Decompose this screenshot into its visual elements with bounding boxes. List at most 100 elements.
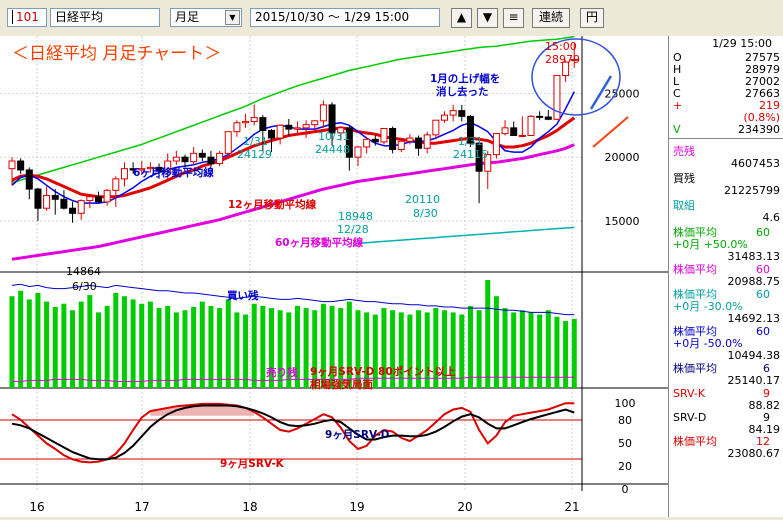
candle-up — [112, 178, 120, 191]
candles — [8, 42, 578, 223]
scroll-down-button[interactable]: ▼ — [477, 8, 498, 28]
stock-name-field[interactable]: 日経平均 — [50, 8, 160, 27]
ohlc-row-label: V — [673, 123, 681, 136]
candle-up — [423, 134, 431, 149]
ma-sub-row: +0月 +50.0% — [673, 238, 780, 251]
volume-bar — [52, 307, 58, 388]
ohlc-row-label: O — [673, 51, 682, 64]
side-time-value: 1/29 15:00 — [712, 37, 772, 50]
volume-bar — [416, 310, 422, 388]
volume-bar — [165, 305, 171, 388]
candle-down — [345, 127, 353, 158]
volume-bar — [173, 312, 179, 388]
volume-bar — [390, 310, 396, 388]
ma60-label: 60ヶ月移動平均線 — [275, 236, 364, 249]
ma-row-label: 株価平均 — [673, 362, 717, 375]
axes: 25000 20000 15000 100 80 50 20 0 16 17 18 19 20 21 — [29, 36, 640, 514]
candle-down — [458, 110, 466, 117]
side-divider — [669, 138, 783, 139]
candle-down — [475, 142, 483, 172]
volume-bar — [372, 314, 378, 388]
candle-down — [544, 116, 552, 120]
volume-bar — [139, 303, 145, 388]
arrow-down-icon: ▼ — [482, 10, 493, 24]
volume-bar — [260, 305, 266, 388]
srv-k-label: 9ヶ月SRV-K — [220, 458, 285, 470]
volume-bar — [225, 299, 231, 388]
buy-remain-line — [11, 283, 575, 316]
menu-button[interactable]: ≡ — [503, 8, 524, 28]
ma-row: 株価平均 60 — [673, 263, 780, 276]
candle-up — [311, 120, 319, 126]
volume-bar — [286, 312, 292, 388]
candle-up — [138, 168, 146, 171]
ohlc-row: +219 — [673, 99, 780, 112]
arrow-up-icon: ▲ — [456, 10, 467, 24]
candle-up — [233, 122, 241, 133]
low1-value: 14864 — [66, 265, 101, 278]
date-range-field[interactable]: 2015/10/30 ～ 1/29 15:00 — [250, 8, 440, 27]
candle-up — [354, 146, 362, 158]
srv-k-value-row: 88.82 — [673, 399, 781, 412]
srv-d-row-value: 9 — [763, 411, 770, 424]
srv-k-row: SRV-K 9 — [673, 387, 780, 400]
indicator-tick-label: 100 — [615, 397, 636, 410]
ma-value-row-value: 20988.75 — [727, 275, 781, 288]
volume-bar — [442, 310, 447, 388]
sell-remain-value-row-value: 4607453 — [731, 157, 780, 170]
volume-bar — [312, 310, 318, 388]
srv-k-row-label: SRV-K — [673, 387, 706, 400]
ma12-row: 株価平均 12 — [673, 435, 780, 448]
time-tick-label: 20 — [457, 500, 472, 514]
volume-bar — [493, 296, 499, 388]
data-panel: 1/29 15:00 O 27575 H 28979 L 27002 C 27663 +219(… — [668, 36, 783, 517]
candle-down — [328, 104, 336, 134]
sell-remain-row-label: 売残 — [673, 145, 695, 158]
volume-bar — [113, 292, 119, 388]
scroll-up-button[interactable]: ▲ — [451, 8, 472, 28]
ma6-label: 6ヶ月移動平均線 — [133, 166, 214, 179]
volume-bar — [381, 308, 387, 388]
volume-bar — [407, 314, 413, 388]
buy-remain-label: 買い残 — [227, 289, 259, 302]
candle-up — [276, 124, 284, 139]
chevron-down-icon[interactable]: ▼ — [225, 10, 240, 25]
indicator-tick-label: 0 — [622, 483, 629, 496]
ma-row-label: 株価平均 — [673, 288, 717, 301]
chart-area[interactable]: 25000 20000 15000 100 80 50 20 0 16 17 18 19 20 21 ＜日… — [0, 35, 668, 517]
stock-code-input[interactable]: 101 — [7, 8, 47, 27]
yen-button[interactable]: 円 — [580, 8, 604, 28]
date-range-value: 2015/10/30 ～ 1/29 15:00 — [255, 10, 410, 24]
ohlc-row-value: 27663 — [745, 87, 780, 100]
low1-date: 6/30 — [72, 280, 97, 293]
candle-up — [432, 119, 440, 136]
period-select[interactable]: 月足 ▼ — [170, 8, 242, 27]
toolbar: 101 日経平均 月足 ▼ 2015/10/30 ～ 1/29 15:00 ▲ ▼… — [0, 0, 783, 36]
ratio-row: 取組 — [673, 199, 780, 212]
srv-d-value-row-value: 84.19 — [748, 423, 781, 436]
volume-bar — [571, 318, 577, 388]
ratio-value-row-value: 4.6 — [762, 211, 781, 224]
volume-bar — [96, 312, 101, 388]
candle-down — [34, 188, 42, 209]
indicator-tick-label: 50 — [618, 437, 632, 450]
candle-up — [120, 168, 128, 180]
continuous-button[interactable]: 連続 — [532, 8, 570, 28]
candle-down — [536, 115, 544, 118]
volume-bar — [346, 301, 352, 388]
low3-value: 20110 — [405, 193, 440, 206]
candle-down — [207, 156, 215, 165]
volume-bar — [251, 303, 257, 388]
candle-up — [501, 127, 509, 135]
ma12-value-row-value: 23080.67 — [727, 447, 781, 460]
volume-bar — [78, 301, 84, 388]
candle-up — [293, 127, 301, 130]
low2-value: 18948 — [338, 210, 373, 223]
ohlc-row: O 27575 — [673, 51, 780, 64]
yen-label: 円 — [585, 10, 598, 24]
candle-down — [129, 168, 137, 171]
price-tick-label: 15000 — [605, 215, 640, 228]
volume-bar — [545, 310, 551, 388]
ma-sub-row-label: +0月 -30.0% — [673, 300, 743, 313]
chart-svg[interactable]: 25000 20000 15000 100 80 50 20 0 16 17 18 19 20 21 ＜日… — [0, 35, 668, 517]
